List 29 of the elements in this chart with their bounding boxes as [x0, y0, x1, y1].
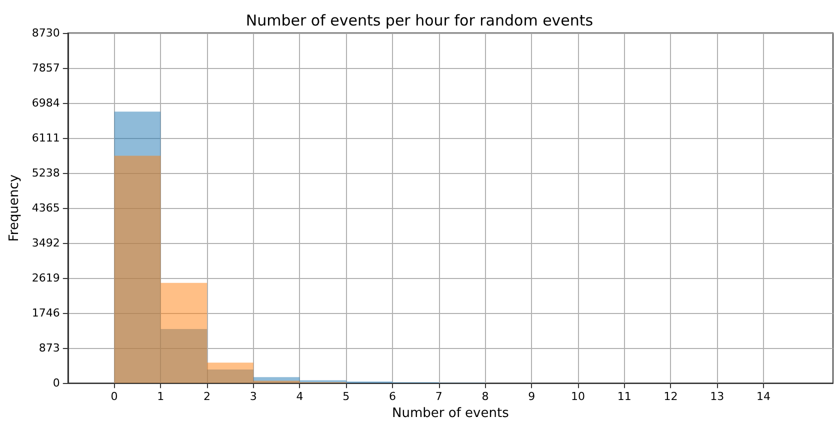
y-tick-label: 5238: [32, 166, 60, 180]
y-tick-label: 8730: [32, 26, 60, 40]
y-tick-label: 2619: [32, 272, 60, 285]
x-tick-label: 13: [710, 390, 724, 404]
x-tick-label: 5: [342, 390, 350, 404]
x-tick-label: 8: [482, 390, 489, 404]
x-tick-label: 11: [617, 390, 632, 404]
x-tick-label: 9: [528, 390, 536, 404]
x-tick-label: 10: [570, 390, 585, 404]
x-tick-label: 2: [204, 390, 211, 404]
y-tick-label: 3492: [32, 236, 60, 250]
x-axis-title: Number of events: [392, 406, 510, 421]
x-tick-label: 3: [250, 390, 257, 404]
y-tick-label: 873: [38, 342, 60, 355]
x-tick-label: 14: [756, 390, 770, 404]
y-tick-label: 7857: [32, 62, 60, 75]
y-tick-label: 1746: [32, 306, 60, 320]
x-tick-label: 4: [296, 390, 304, 404]
y-tick-label: 6111: [32, 132, 60, 145]
chart-title: Number of events per hour for random events: [246, 12, 594, 30]
y-tick-label: 4365: [32, 202, 60, 215]
x-tick-label: 1: [157, 390, 164, 404]
y-axis-title: Frequency: [7, 174, 22, 242]
x-tick-label: 7: [435, 390, 442, 404]
y-tick-label: 0: [52, 376, 60, 390]
y-tick-label: 6984: [32, 96, 60, 110]
x-tick-label: 12: [664, 390, 678, 404]
x-tick-label: 6: [388, 390, 396, 404]
x-tick-label: 0: [110, 390, 118, 404]
